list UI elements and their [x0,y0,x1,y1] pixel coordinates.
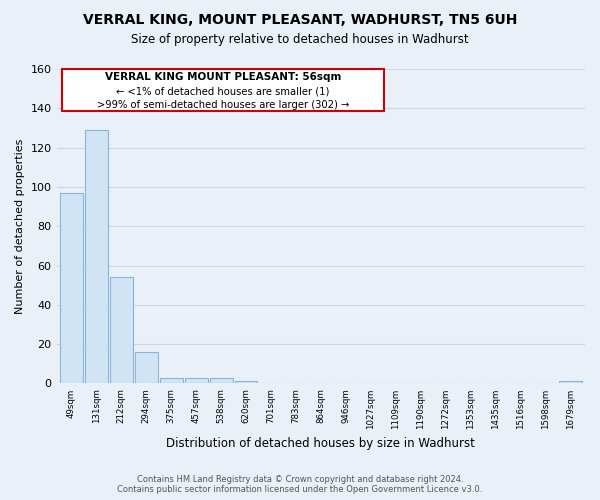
Text: ← <1% of detached houses are smaller (1): ← <1% of detached houses are smaller (1) [116,86,329,97]
Bar [160,378,182,384]
Bar [185,378,208,384]
X-axis label: Distribution of detached houses by size in Wadhurst: Distribution of detached houses by size … [166,437,475,450]
Text: Size of property relative to detached houses in Wadhurst: Size of property relative to detached ho… [131,32,469,46]
Text: VERRAL KING MOUNT PLEASANT: 56sqm: VERRAL KING MOUNT PLEASANT: 56sqm [105,72,341,82]
Bar [559,382,581,384]
Bar [85,130,108,384]
Bar [110,278,133,384]
Y-axis label: Number of detached properties: Number of detached properties [15,138,25,314]
Text: VERRAL KING, MOUNT PLEASANT, WADHURST, TN5 6UH: VERRAL KING, MOUNT PLEASANT, WADHURST, T… [83,12,517,26]
Text: Contains HM Land Registry data © Crown copyright and database right 2024.: Contains HM Land Registry data © Crown c… [137,475,463,484]
Bar [209,378,233,384]
Text: Contains public sector information licensed under the Open Government Licence v3: Contains public sector information licen… [118,485,482,494]
Bar [60,193,83,384]
Bar [135,352,158,384]
Bar [235,382,257,384]
FancyBboxPatch shape [62,69,384,112]
Text: >99% of semi-detached houses are larger (302) →: >99% of semi-detached houses are larger … [97,100,349,110]
